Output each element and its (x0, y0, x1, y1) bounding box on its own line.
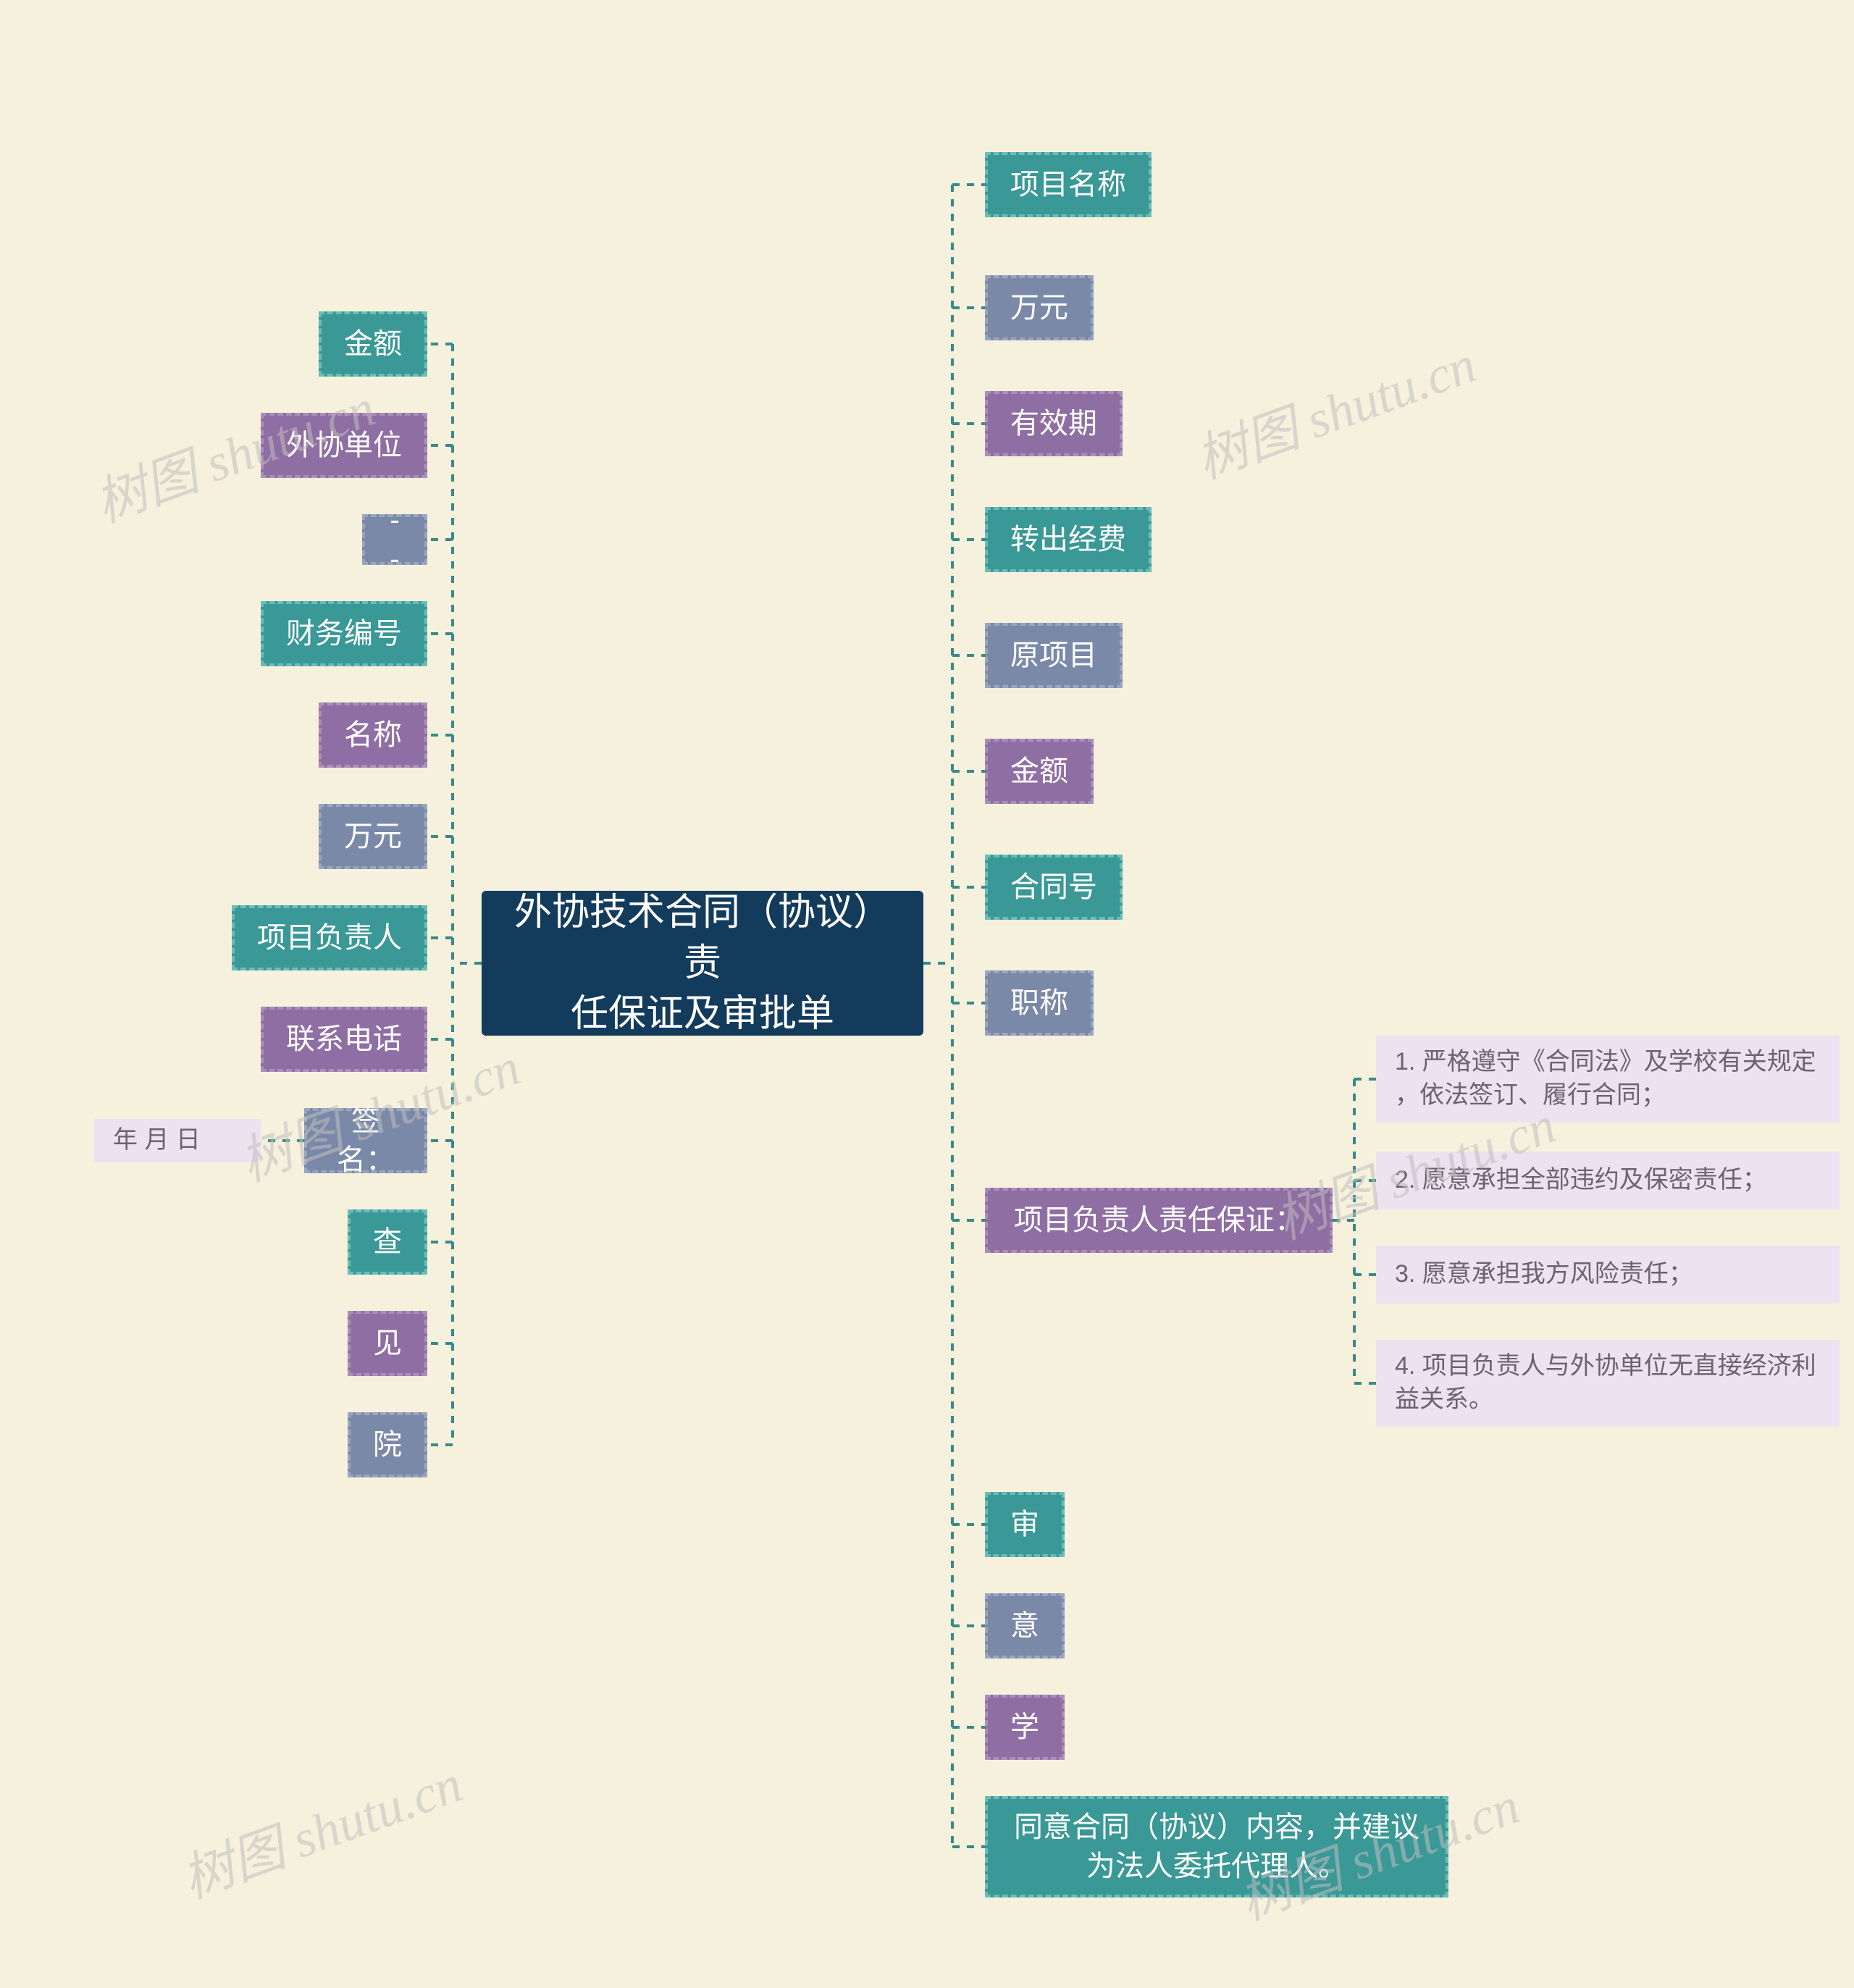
node-l6: 项目负责人 (232, 905, 427, 970)
node-r11: 学 (985, 1695, 1065, 1760)
node-label: 职称 (1010, 983, 1068, 1023)
node-label: 财务编号 (286, 614, 402, 653)
node-r2: 有效期 (985, 391, 1123, 456)
node-label: -- (387, 500, 403, 579)
node-l8: 签名： (304, 1108, 427, 1173)
node-r12: 同意合同（协议）内容，并建议 为法人委托代理人。 (985, 1796, 1448, 1897)
node-label: 同意合同（协议）内容，并建议 为法人委托代理人。 (1014, 1808, 1419, 1886)
node-label: 意 (1010, 1606, 1039, 1645)
node-r8: 项目负责人责任保证： (985, 1188, 1333, 1253)
node-root: 外协技术合同（协议）责 任保证及审批单 (482, 891, 923, 1036)
node-l10: 见 (348, 1311, 427, 1376)
node-r3: 转出经费 (985, 507, 1152, 572)
node-label: 4. 项目负责人与外协单位无直接经济利 益关系。 (1395, 1350, 1816, 1417)
node-r4: 原项目 (985, 623, 1123, 688)
node-label: 万元 (1010, 288, 1068, 327)
node-r9: 审 (985, 1492, 1065, 1557)
node-label: 外协技术合同（协议）责 任保证及审批单 (508, 887, 897, 1040)
node-l3: 财务编号 (261, 601, 427, 666)
node-label: 有效期 (1010, 404, 1097, 443)
node-label: 签名： (329, 1102, 403, 1180)
node-r8c: 3. 愿意承担我方风险责任； (1376, 1246, 1840, 1304)
node-l5: 万元 (319, 804, 427, 869)
node-l1: 外协单位 (261, 413, 427, 478)
node-r8d: 4. 项目负责人与外协单位无直接经济利 益关系。 (1376, 1340, 1840, 1427)
node-label: 原项目 (1010, 636, 1097, 675)
node-l4: 名称 (319, 702, 427, 768)
node-r7: 职称 (985, 970, 1094, 1036)
node-label: 名称 (344, 716, 402, 755)
node-r8a: 1. 严格遵守《合同法》及学校有关规定 ，依法签订、履行合同； (1376, 1036, 1840, 1123)
node-r5: 金额 (985, 739, 1094, 804)
node-label: 3. 愿意承担我方风险责任； (1395, 1258, 1693, 1291)
node-r10: 意 (985, 1593, 1065, 1658)
node-label: 项目负责人责任保证： (1014, 1201, 1304, 1240)
node-l0: 金额 (319, 311, 427, 377)
node-label: 金额 (1010, 752, 1068, 791)
node-label: 联系电话 (286, 1020, 402, 1059)
node-l2: -- (362, 514, 427, 565)
node-label: 外协单位 (286, 426, 402, 465)
node-label: 查 (373, 1222, 402, 1262)
node-label: 2. 愿意承担全部违约及保密责任； (1395, 1164, 1767, 1197)
connectors-layer (0, 0, 1854, 1988)
node-l7: 联系电话 (261, 1007, 427, 1072)
node-label: 项目负责人 (257, 918, 402, 957)
node-label: 金额 (344, 324, 402, 364)
node-label: 院 (373, 1425, 402, 1464)
node-label: 见 (373, 1324, 402, 1363)
node-label: 1. 严格遵守《合同法》及学校有关规定 ，依法签订、履行合同； (1395, 1046, 1816, 1112)
node-label: 合同号 (1010, 868, 1097, 907)
node-l9: 查 (348, 1209, 427, 1275)
watermark: 树图 shutu.cn (1183, 322, 1485, 493)
node-l8a: 年 月 日 (94, 1119, 261, 1162)
node-label: 年 月 日 (113, 1124, 201, 1157)
node-label: 万元 (344, 817, 402, 856)
node-r0: 项目名称 (985, 152, 1152, 217)
node-label: 转出经费 (1010, 520, 1126, 559)
node-r1: 万元 (985, 275, 1094, 340)
node-label: 审 (1010, 1505, 1039, 1544)
mindmap-canvas: 外协技术合同（协议）责 任保证及审批单金额外协单位--财务编号名称万元项目负责人… (0, 0, 1854, 1988)
node-r8b: 2. 愿意承担全部违约及保密责任； (1376, 1152, 1840, 1209)
node-label: 项目名称 (1010, 165, 1126, 204)
node-l11: 院 (348, 1412, 427, 1477)
node-r6: 合同号 (985, 855, 1123, 920)
node-label: 学 (1010, 1708, 1039, 1747)
watermark: 树图 shutu.cn (169, 1741, 471, 1913)
